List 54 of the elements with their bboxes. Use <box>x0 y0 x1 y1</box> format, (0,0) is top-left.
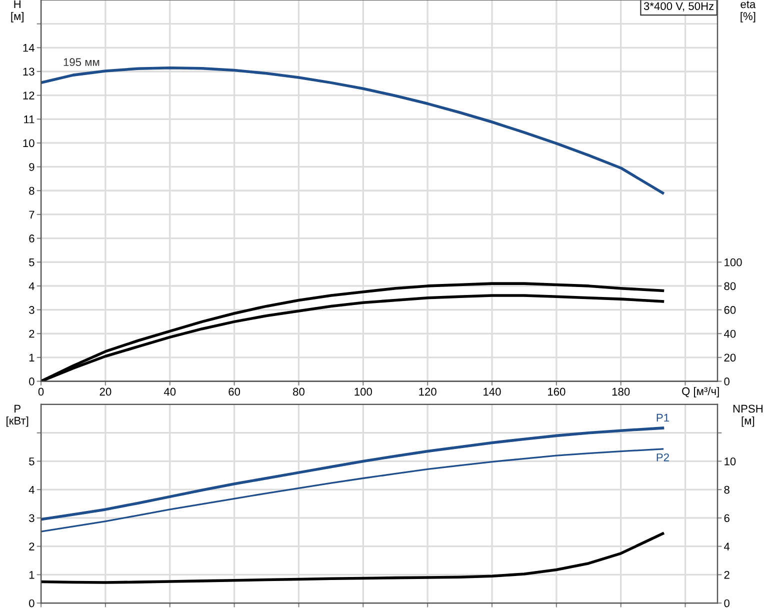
y2-tick-label: 20 <box>724 354 736 362</box>
y2-tick-label: 60 <box>724 306 736 314</box>
y-tick-label: 5 <box>29 458 34 466</box>
x-tick-label: 180 <box>612 388 630 396</box>
y-axis-title: H [м] <box>11 0 24 22</box>
y2-axis-title: NPSH [м] <box>733 404 762 427</box>
y-tick-label: 0 <box>29 599 34 608</box>
y-tick-label: 5 <box>29 258 34 266</box>
y-tick-label: 4 <box>28 486 34 494</box>
series-label: P2 <box>656 453 669 462</box>
x-tick-label: 120 <box>419 388 436 396</box>
x-tick-label: 0 <box>38 388 44 396</box>
y2-tick-label: 40 <box>724 330 736 338</box>
y-tick-label: 3 <box>29 306 34 314</box>
y-tick-label: 1 <box>29 354 34 362</box>
series-label: 195 мм <box>64 58 100 66</box>
y2-axis-title: eta [%] <box>740 0 756 22</box>
y2-tick-label: 2 <box>724 570 730 579</box>
y2-tick-label: 0 <box>724 599 730 608</box>
x-tick-label: 40 <box>164 388 176 396</box>
chart-title: 3*400 V, 50Hz <box>644 2 714 12</box>
x-tick-label: 160 <box>548 388 566 396</box>
y-tick-label: 11 <box>24 116 34 124</box>
y-tick-label: 13 <box>23 68 34 76</box>
x-tick-label: 20 <box>100 388 112 396</box>
y2-tick-label: 8 <box>724 486 730 494</box>
y-tick-label: 0 <box>29 378 34 386</box>
x-tick-label: 60 <box>228 388 240 396</box>
y2-tick-label: 80 <box>724 282 736 290</box>
x-axis-title: Q [м³/ч] <box>682 386 719 398</box>
y-tick-label: 7 <box>29 210 34 218</box>
y-tick-label: 1 <box>29 571 34 579</box>
y-tick-label: 3 <box>29 514 34 522</box>
y2-tick-label: 4 <box>724 542 730 550</box>
y-tick-label: 2 <box>29 542 34 550</box>
y2-tick-label: 100 <box>724 258 742 266</box>
y-axis-title: P [кВт] <box>6 404 28 427</box>
x-tick-label: 140 <box>484 388 501 396</box>
y2-tick-label: 6 <box>724 514 730 522</box>
y2-tick-label: 10 <box>724 457 736 466</box>
y-tick-label: 8 <box>29 186 34 195</box>
y-tick-label: 2 <box>29 330 34 338</box>
x-tick-label: 80 <box>293 388 304 396</box>
y-tick-label: 4 <box>28 282 34 290</box>
y2-tick-label: 0 <box>724 378 730 386</box>
y-tick-label: 6 <box>29 234 34 242</box>
series-label: P1 <box>656 414 669 422</box>
y-tick-label: 10 <box>23 139 34 148</box>
line-series <box>41 532 664 584</box>
line-series <box>41 66 664 194</box>
y-tick-label: 12 <box>23 92 34 100</box>
x-tick-label: 100 <box>354 388 372 396</box>
y-tick-label: 14 <box>23 44 34 52</box>
y-tick-label: 9 <box>29 163 34 171</box>
